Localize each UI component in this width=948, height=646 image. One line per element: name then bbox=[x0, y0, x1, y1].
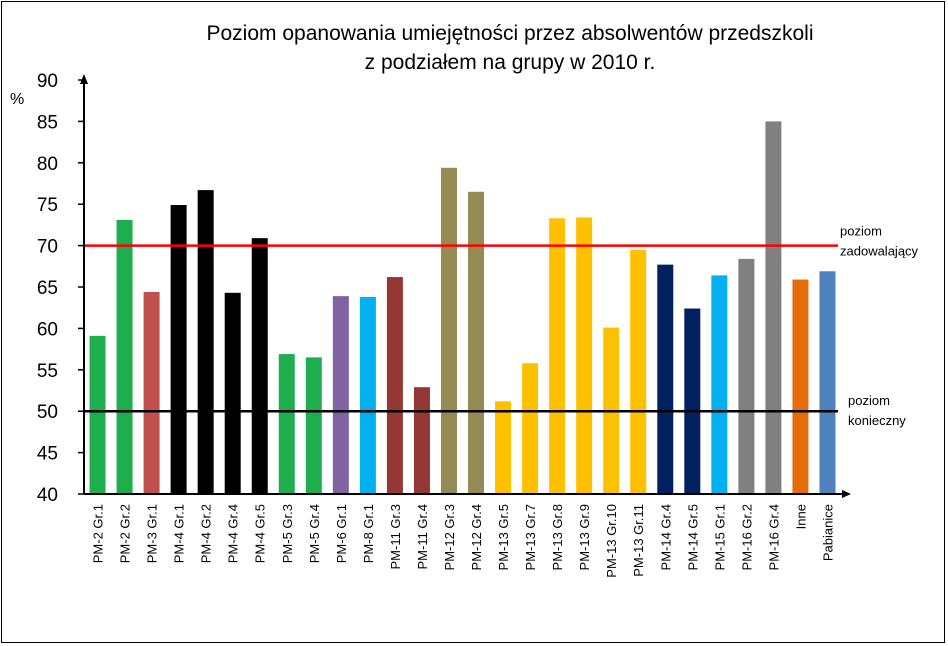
bar-6 bbox=[224, 292, 241, 494]
reference-line-label: konieczny bbox=[848, 413, 906, 428]
bar-26 bbox=[765, 121, 782, 495]
x-tick-label: PM-12 Gr.4 bbox=[469, 504, 484, 570]
y-axis-label: % bbox=[10, 91, 24, 108]
y-tick-label: 55 bbox=[37, 361, 58, 382]
x-tick-label: PM-11 Gr.4 bbox=[415, 504, 430, 570]
reference-line-label: zadowalający bbox=[840, 244, 919, 259]
bar-17 bbox=[522, 363, 539, 494]
y-tick-label: 85 bbox=[37, 112, 58, 133]
bar-8 bbox=[278, 354, 295, 494]
bar-23 bbox=[684, 308, 701, 494]
x-tick-label: PM-11 Gr.3 bbox=[388, 504, 403, 570]
y-tick-label: 45 bbox=[37, 444, 58, 465]
x-tick-label: PM-6 Gr.1 bbox=[334, 504, 349, 563]
x-tick-label: PM-4 Gr.4 bbox=[226, 504, 241, 563]
reference-line-label: poziom bbox=[840, 224, 882, 239]
y-axis-arrow bbox=[80, 74, 88, 84]
bar-19 bbox=[576, 217, 593, 494]
x-tick-label: PM-16 Gr.2 bbox=[739, 504, 754, 570]
x-tick-label: PM-13 Gr.10 bbox=[604, 504, 619, 578]
y-tick-label: 60 bbox=[37, 319, 58, 340]
bar-2 bbox=[116, 219, 133, 494]
y-tick-label: 40 bbox=[37, 485, 58, 506]
x-tick-label: PM-13 Gr.11 bbox=[631, 504, 646, 577]
bar-13 bbox=[413, 387, 430, 494]
bar-1 bbox=[89, 335, 106, 494]
bar-12 bbox=[386, 277, 403, 494]
y-tick-label: 75 bbox=[37, 195, 58, 216]
bar-9 bbox=[305, 357, 322, 494]
bar-11 bbox=[359, 296, 376, 494]
chart-title-line-2: z podziałem na grupy w 2010 r. bbox=[364, 51, 656, 74]
bar-25 bbox=[738, 258, 755, 494]
x-tick-label: PM-4 Gr.1 bbox=[172, 504, 187, 563]
bar-3 bbox=[143, 291, 160, 494]
bar-27 bbox=[792, 279, 809, 494]
bar-24 bbox=[711, 275, 728, 494]
y-tick-label: 90 bbox=[37, 71, 58, 92]
reference-line-label: poziom bbox=[848, 393, 890, 408]
x-tick-label: PM-13 Gr.5 bbox=[496, 504, 511, 570]
x-axis-arrow bbox=[842, 490, 851, 498]
bar-5 bbox=[197, 190, 214, 494]
x-tick-label: PM-4 Gr.2 bbox=[199, 504, 214, 563]
y-tick-label: 80 bbox=[37, 154, 58, 175]
x-tick-label: PM-13 Gr.9 bbox=[577, 504, 592, 570]
x-tick-label: PM-14 Gr.4 bbox=[658, 504, 673, 570]
bar-7 bbox=[251, 238, 268, 494]
x-tick-label: Pabianice bbox=[820, 504, 835, 561]
x-tick-label: PM-15 Gr.1 bbox=[712, 504, 727, 570]
bar-14 bbox=[440, 167, 457, 494]
y-tick-label: 70 bbox=[37, 237, 58, 258]
y-tick-label: 50 bbox=[37, 402, 58, 423]
x-tick-label: PM-12 Gr.3 bbox=[442, 504, 457, 570]
x-tick-label: Inne bbox=[793, 504, 808, 529]
x-tick-label: PM-2 Gr.1 bbox=[91, 504, 106, 563]
x-tick-label: PM-5 Gr.3 bbox=[280, 504, 295, 563]
chart-title-line-1: Poziom opanowania umiejętności przez abs… bbox=[206, 22, 814, 45]
bar-4 bbox=[170, 205, 187, 494]
x-tick-label: PM-13 Gr.7 bbox=[523, 504, 538, 570]
bar-10 bbox=[332, 296, 349, 494]
bar-16 bbox=[495, 401, 512, 494]
bar-22 bbox=[657, 264, 674, 494]
x-tick-label: PM-16 Gr.4 bbox=[766, 504, 781, 570]
x-tick-label: PM-13 Gr.8 bbox=[550, 504, 565, 570]
x-tick-label: PM-2 Gr.2 bbox=[118, 504, 133, 563]
y-tick-label: 65 bbox=[37, 278, 58, 299]
bar-21 bbox=[630, 249, 647, 494]
bar-28 bbox=[819, 271, 836, 494]
x-tick-label: PM-8 Gr.1 bbox=[361, 504, 376, 563]
x-tick-label: PM-3 Gr.1 bbox=[145, 504, 160, 563]
x-tick-label: PM-4 Gr.5 bbox=[253, 504, 268, 563]
x-tick-label: PM-14 Gr.5 bbox=[685, 504, 700, 570]
bar-18 bbox=[549, 218, 566, 494]
x-tick-label: PM-5 Gr.4 bbox=[307, 504, 322, 563]
bar-15 bbox=[468, 191, 485, 494]
